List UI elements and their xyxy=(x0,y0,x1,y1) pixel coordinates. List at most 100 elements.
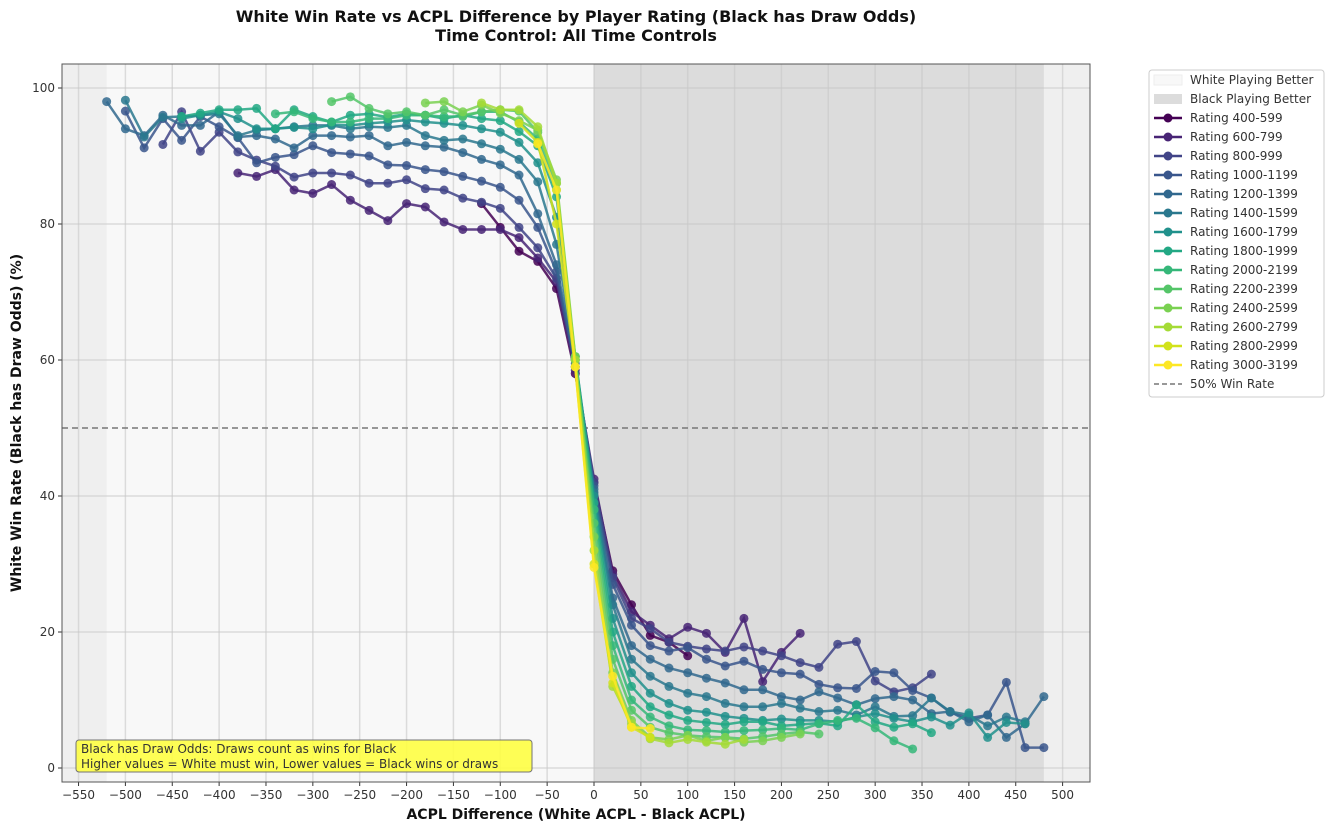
data-point xyxy=(308,124,318,134)
data-point xyxy=(739,685,749,695)
data-point xyxy=(908,685,918,695)
data-point xyxy=(776,651,786,661)
data-point xyxy=(683,668,693,678)
data-point xyxy=(345,110,355,120)
data-point xyxy=(383,109,393,119)
data-point xyxy=(889,713,899,723)
legend-marker xyxy=(1163,151,1173,161)
data-point xyxy=(458,171,468,181)
data-point xyxy=(814,679,824,689)
x-tick-label: 400 xyxy=(957,788,980,802)
data-point xyxy=(795,658,805,668)
data-point xyxy=(720,678,730,688)
data-point xyxy=(795,669,805,679)
data-point xyxy=(514,170,524,180)
data-point xyxy=(552,185,562,195)
data-point xyxy=(720,732,730,742)
data-point xyxy=(233,168,243,178)
data-point xyxy=(870,723,880,733)
data-point xyxy=(495,160,505,170)
region-black-better xyxy=(594,64,1044,782)
data-point xyxy=(233,131,243,141)
data-point xyxy=(420,131,430,141)
data-point xyxy=(495,116,505,126)
data-point xyxy=(1020,719,1030,729)
data-point xyxy=(758,685,768,695)
data-point xyxy=(439,217,449,227)
data-point xyxy=(664,710,674,720)
data-point xyxy=(533,209,543,219)
legend-marker xyxy=(1163,341,1173,351)
x-tick-label: −250 xyxy=(343,788,376,802)
data-point xyxy=(795,703,805,713)
data-point xyxy=(233,147,243,157)
data-point xyxy=(158,139,168,149)
x-tick-label: 50 xyxy=(633,788,648,802)
x-tick-label: −550 xyxy=(62,788,95,802)
data-point xyxy=(626,681,636,691)
legend-label: Rating 2000-2199 xyxy=(1190,263,1298,277)
data-point xyxy=(701,707,711,717)
data-point xyxy=(533,122,543,132)
data-point xyxy=(814,729,824,739)
data-point xyxy=(814,707,824,717)
data-point xyxy=(889,722,899,732)
data-point xyxy=(701,737,711,747)
x-tick-label: 300 xyxy=(864,788,887,802)
data-point xyxy=(870,709,880,719)
legend-label: Rating 2800-2999 xyxy=(1190,339,1298,353)
data-point xyxy=(1020,743,1030,753)
data-point xyxy=(420,117,430,127)
data-point xyxy=(683,705,693,715)
data-point xyxy=(270,124,280,134)
legend-label: Rating 400-599 xyxy=(1190,111,1283,125)
data-point xyxy=(289,150,299,160)
data-point xyxy=(664,637,674,647)
data-point xyxy=(570,362,580,372)
x-tick-label: 350 xyxy=(911,788,934,802)
data-point xyxy=(926,712,936,722)
data-point xyxy=(458,224,468,234)
data-point xyxy=(308,141,318,151)
data-point xyxy=(739,734,749,744)
data-point xyxy=(664,728,674,738)
legend-label: 50% Win Rate xyxy=(1190,377,1274,391)
legend-label: Rating 2200-2399 xyxy=(1190,282,1298,296)
data-point xyxy=(383,178,393,188)
data-point xyxy=(758,702,768,712)
data-point xyxy=(270,109,280,119)
data-point xyxy=(889,692,899,702)
data-point xyxy=(289,107,299,117)
data-point xyxy=(514,118,524,128)
x-tick-label: 250 xyxy=(817,788,840,802)
data-point xyxy=(776,692,786,702)
data-point xyxy=(327,148,337,158)
data-point xyxy=(120,106,130,116)
x-tick-label: 500 xyxy=(1051,788,1074,802)
data-point xyxy=(270,161,280,171)
data-point xyxy=(645,641,655,651)
data-point xyxy=(964,708,974,718)
data-point xyxy=(327,117,337,127)
data-point xyxy=(720,646,730,656)
data-point xyxy=(139,143,149,153)
data-point xyxy=(495,203,505,213)
chart-subtitle: Time Control: All Time Controls xyxy=(435,26,717,45)
data-point xyxy=(833,639,843,649)
legend-marker xyxy=(1163,227,1173,237)
data-point xyxy=(308,131,318,141)
data-point xyxy=(739,656,749,666)
data-point xyxy=(364,151,374,161)
data-point xyxy=(514,195,524,205)
data-point xyxy=(739,717,749,727)
data-point xyxy=(1039,692,1049,702)
x-tick-label: −350 xyxy=(249,788,282,802)
legend-label: Rating 800-999 xyxy=(1190,149,1283,163)
data-point xyxy=(758,725,768,735)
data-point xyxy=(233,105,243,115)
y-tick-label: 80 xyxy=(40,217,55,231)
data-point xyxy=(477,176,487,186)
data-point xyxy=(889,736,899,746)
data-point xyxy=(833,705,843,715)
data-point xyxy=(102,97,112,107)
